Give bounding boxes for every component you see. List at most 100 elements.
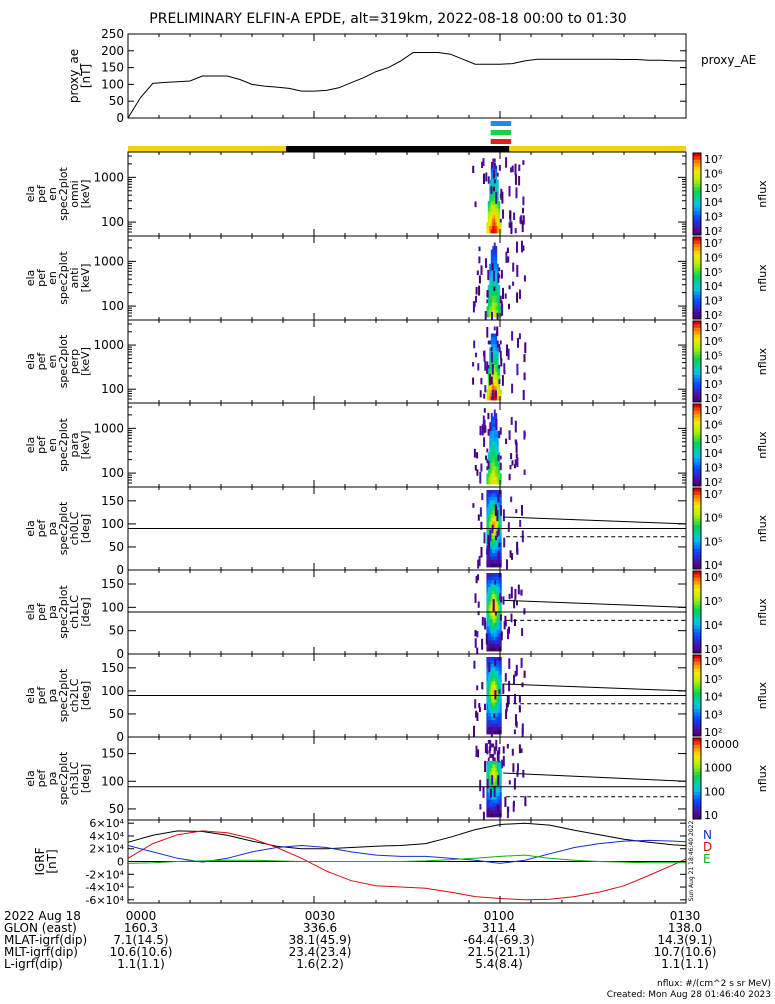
spectrogram-cell — [489, 186, 492, 191]
spectrogram-cell — [489, 507, 492, 512]
colorbar-step — [693, 692, 701, 696]
spectrogram-cell — [499, 229, 502, 234]
colorbar-step — [693, 622, 701, 627]
colorbar-tick-label: 10000 — [704, 738, 739, 751]
spectrogram-cell — [486, 535, 489, 540]
spectrogram-cell — [493, 430, 496, 435]
spectrogram-cell — [486, 504, 489, 508]
spectrogram-cell — [495, 730, 498, 735]
spectrogram-cell — [487, 379, 490, 383]
spectrogram-cell — [490, 416, 493, 421]
colorbar-step — [693, 348, 701, 352]
spectrogram-cell — [498, 730, 501, 735]
spectrogram-cell — [496, 674, 499, 679]
spectrogram-cell — [495, 493, 498, 498]
spectrogram-cell — [489, 466, 492, 471]
spectrogram-cell — [495, 525, 498, 529]
spectrogram-cell — [496, 211, 499, 216]
spectrogram-cell — [498, 535, 501, 540]
spectrogram-cell — [487, 803, 490, 807]
spectrogram-cell — [492, 720, 495, 724]
spectrogram-cell — [490, 695, 493, 700]
spectrogram-cell — [493, 723, 496, 728]
spectrogram-cell — [486, 688, 489, 693]
spectrogram-cell — [488, 540, 491, 551]
spectrogram-cell — [492, 647, 495, 652]
panel-ytick-label: 150 — [101, 747, 124, 761]
spectrogram-cell — [489, 514, 492, 519]
spectrogram-cell — [490, 507, 493, 512]
spectrogram-cell — [496, 647, 499, 652]
spectrogram-cell — [490, 539, 493, 543]
spectrogram-cell — [487, 389, 490, 394]
spectrogram-cell — [504, 615, 507, 626]
colorbar-step — [693, 588, 701, 592]
spectrogram-cell — [517, 337, 519, 348]
colorbar-step — [693, 211, 701, 215]
colorbar-step — [693, 719, 701, 723]
spectrogram-cell — [487, 619, 490, 623]
colorbar-step — [693, 427, 701, 432]
spectrogram-cell — [487, 629, 490, 634]
spectrogram-cell — [475, 575, 478, 584]
spectrogram-cell — [498, 267, 501, 272]
spectrogram-cell — [477, 601, 480, 608]
spectrogram-cell — [492, 183, 495, 188]
spectrogram-cell — [498, 490, 501, 494]
colorbar-step — [693, 521, 701, 526]
spectrogram-cell — [499, 521, 502, 526]
spectrogram-cell — [492, 249, 495, 254]
spectrogram-cell — [498, 761, 501, 765]
colorbar-label: nflux — [756, 180, 769, 208]
spectrogram-cell — [493, 183, 496, 188]
zone-tag-green — [490, 130, 512, 135]
spectrogram-cell — [492, 743, 495, 748]
spectrogram-cell — [496, 434, 499, 439]
spectrogram-cell — [492, 730, 495, 735]
spectrogram-cell — [495, 532, 498, 536]
colorbar-step — [693, 598, 701, 603]
spectrogram-cell — [490, 626, 493, 631]
spectrogram-cell — [493, 382, 496, 387]
spectrogram-cell — [493, 532, 496, 536]
spectrogram-cell — [498, 813, 501, 818]
spectrogram-cell — [495, 810, 498, 814]
spectrogram-cell — [487, 685, 490, 689]
colorbar-step — [693, 698, 701, 703]
spectrogram-cell — [502, 746, 505, 754]
spectrogram-cell — [490, 423, 493, 428]
spectrogram-cell — [499, 476, 502, 481]
spectrogram-cell — [486, 619, 489, 623]
spectrogram-cell — [496, 629, 499, 634]
spectrogram-cell — [491, 775, 494, 785]
spectrogram-cell — [496, 813, 499, 818]
spectrogram-cell — [483, 426, 486, 434]
spectrogram-cell — [487, 594, 490, 599]
spectrogram-cell — [496, 608, 499, 613]
colorbar-step — [693, 565, 701, 570]
spectrogram-cell — [489, 702, 492, 707]
colorbar-step — [693, 632, 701, 637]
spectrogram-cell — [499, 629, 502, 634]
spectrogram-cell — [516, 264, 519, 277]
colorbar-step — [693, 153, 701, 157]
spectrogram-cell — [487, 525, 490, 529]
spectrogram-cell — [495, 633, 498, 638]
spectrogram-cell — [489, 183, 492, 188]
spectrogram-cell — [490, 803, 493, 807]
colorbar-frame — [692, 403, 702, 487]
colorbar-step — [693, 542, 701, 546]
colorbar-step — [693, 351, 701, 356]
panel-ylabel: spec2plot — [57, 668, 70, 722]
spectrogram-cell — [507, 348, 510, 360]
spectrogram-cell — [503, 537, 506, 548]
spectrogram-cell — [477, 514, 480, 521]
colorbar-step — [693, 661, 701, 666]
ae-series-line — [127, 52, 686, 119]
colorbar-step — [693, 214, 701, 219]
spectrogram-cell — [489, 597, 492, 602]
spectrogram-cell — [492, 695, 495, 700]
panel-ylabel: ch0LC — [68, 511, 81, 545]
spectrogram-cell — [492, 709, 495, 714]
spectrogram-cell — [492, 771, 495, 776]
